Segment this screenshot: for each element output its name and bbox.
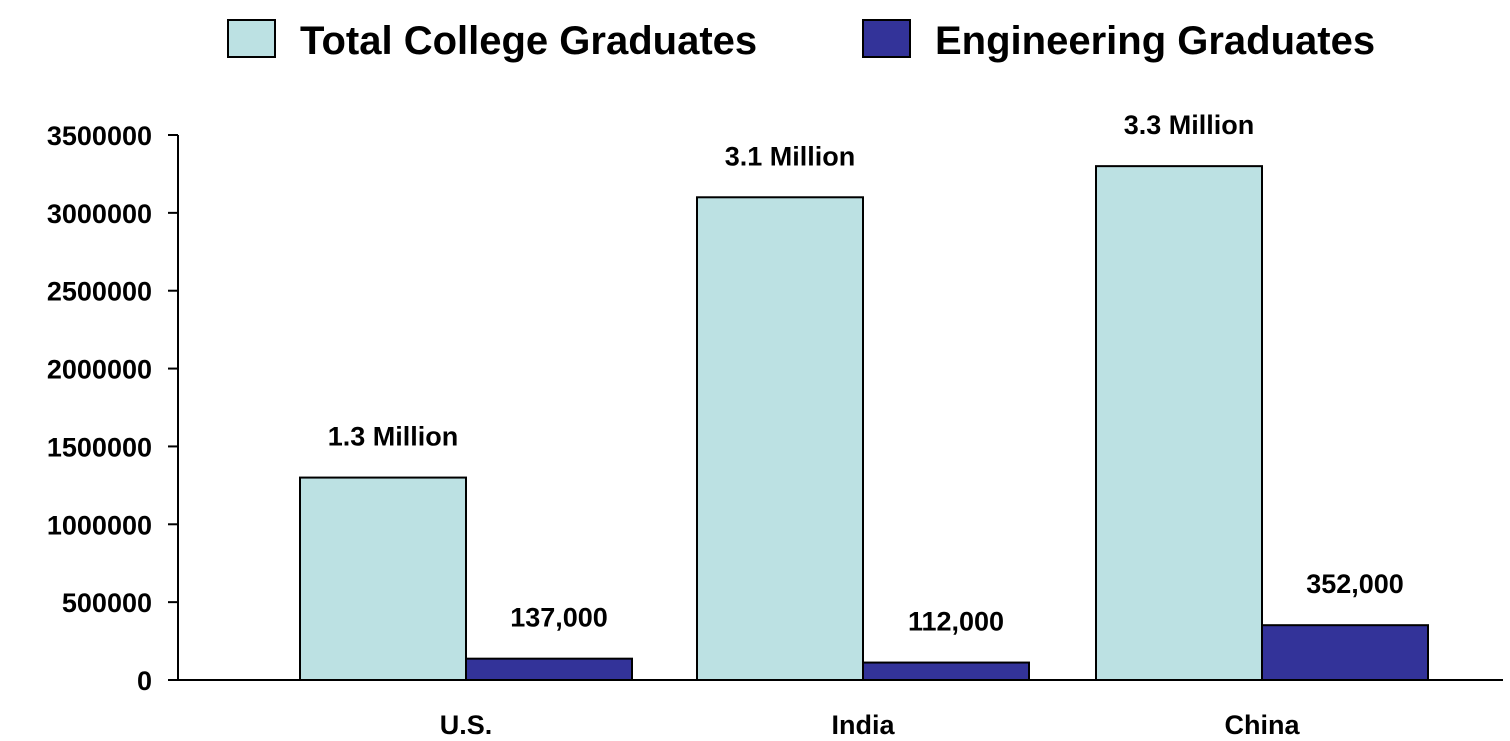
legend-label-1: Total College Graduates xyxy=(300,19,757,63)
bars xyxy=(299,165,1429,682)
y-tick-label: 500000 xyxy=(62,588,152,618)
legend-label-2: Engineering Graduates xyxy=(935,19,1375,63)
data-label-total-0: 1.3 Million xyxy=(328,422,459,452)
y-axis: 0 500000 1000000 1500000 2000000 2500000 30000… xyxy=(47,121,179,696)
data-label-total-2: 3.3 Million xyxy=(1124,110,1255,140)
y-tick-label: 2000000 xyxy=(47,355,152,385)
legend: Total College Graduates Engineering Gradu… xyxy=(227,19,1375,63)
x-tick-label: U.S. xyxy=(440,710,493,740)
data-label-total-1: 3.1 Million xyxy=(725,141,856,171)
x-axis: U.S. India China xyxy=(168,679,1503,740)
x-tick-label: India xyxy=(831,710,895,740)
y-tick-label: 2500000 xyxy=(47,277,152,307)
legend-swatch-1 xyxy=(227,19,276,58)
y-tick-label: 1500000 xyxy=(47,432,152,462)
x-tick-label: China xyxy=(1224,710,1300,740)
bar-engineering-2 xyxy=(1261,624,1429,682)
y-tick-label: 0 xyxy=(137,666,152,696)
bar-engineering-0 xyxy=(465,657,633,681)
legend-swatch-2 xyxy=(862,19,911,58)
bar-total-2 xyxy=(1095,165,1263,681)
data-label-engineering-0: 137,000 xyxy=(510,603,608,633)
y-tick-label: 3000000 xyxy=(47,199,152,229)
y-tick-label: 3500000 xyxy=(47,121,152,151)
data-label-engineering-1: 112,000 xyxy=(908,607,1004,637)
bar-total-0 xyxy=(299,476,467,682)
data-labels: 1.3 Million 137,000 3.1 Million 112,000 3.3 … xyxy=(328,110,1404,636)
data-label-engineering-2: 352,000 xyxy=(1306,569,1404,599)
y-tick-label: 1000000 xyxy=(47,510,152,540)
bar-engineering-1 xyxy=(862,661,1030,681)
bar-total-1 xyxy=(696,196,864,682)
